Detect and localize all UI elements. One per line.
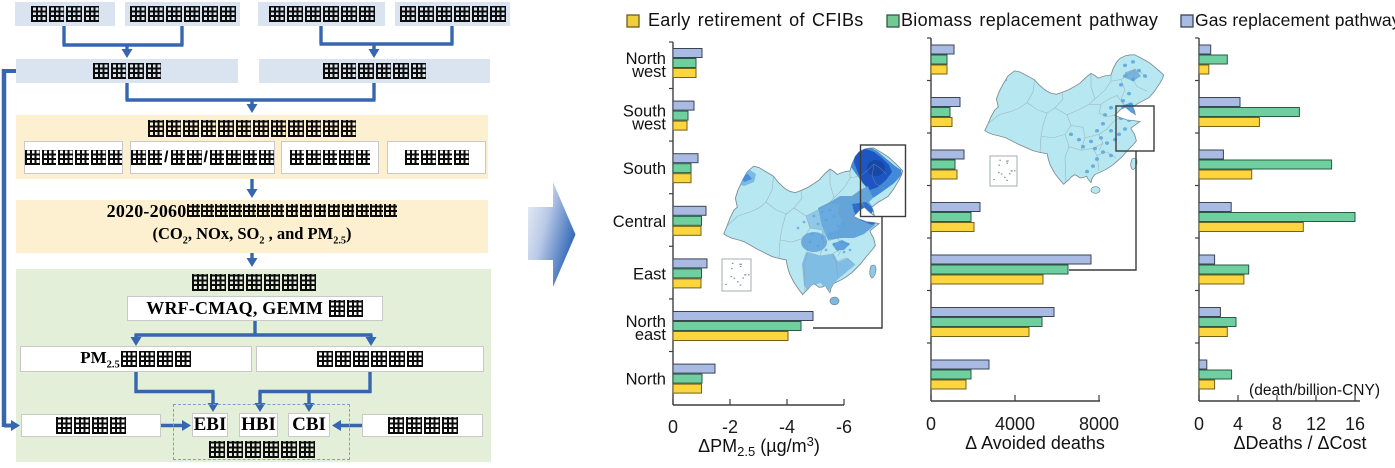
svg-text:Biomass replacement pathway: Biomass replacement pathway: [901, 10, 1158, 30]
svg-text:North: North: [626, 50, 666, 68]
svg-text:South: South: [623, 103, 666, 121]
svg-text:0: 0: [668, 417, 678, 437]
svg-text:west: west: [631, 63, 666, 81]
svg-text:ΔPM2.5 (µg/m3): ΔPM2.5 (µg/m3): [698, 434, 820, 459]
svg-text:0: 0: [1194, 414, 1204, 434]
svg-text:12: 12: [1306, 414, 1326, 434]
svg-text:South: South: [623, 160, 666, 178]
svg-text:east: east: [635, 326, 667, 344]
svg-text:-4: -4: [779, 417, 795, 437]
svg-text:Gas replacement pathway: Gas replacement pathway: [1195, 10, 1395, 30]
svg-text:North: North: [626, 313, 666, 331]
svg-text:0: 0: [926, 414, 936, 434]
svg-text:-6: -6: [836, 417, 852, 437]
svg-text:Central: Central: [613, 213, 666, 231]
svg-text:North: North: [626, 371, 666, 389]
svg-text:-2: -2: [722, 417, 738, 437]
svg-text:4000: 4000: [995, 414, 1035, 434]
svg-text:East: East: [633, 265, 666, 283]
svg-text:8: 8: [1272, 414, 1282, 434]
svg-text:west: west: [631, 116, 666, 134]
svg-text:Δ Avoided deaths: Δ Avoided deaths: [965, 433, 1105, 453]
svg-text:Early retirement of CFIBs: Early retirement of CFIBs: [648, 10, 864, 30]
svg-text:(death/billion-CNY): (death/billion-CNY): [1249, 382, 1380, 399]
svg-text:16: 16: [1345, 414, 1365, 434]
svg-text:8000: 8000: [1079, 414, 1119, 434]
svg-text:ΔDeaths / ΔCost: ΔDeaths / ΔCost: [1233, 433, 1366, 453]
svg-text:4: 4: [1233, 414, 1243, 434]
